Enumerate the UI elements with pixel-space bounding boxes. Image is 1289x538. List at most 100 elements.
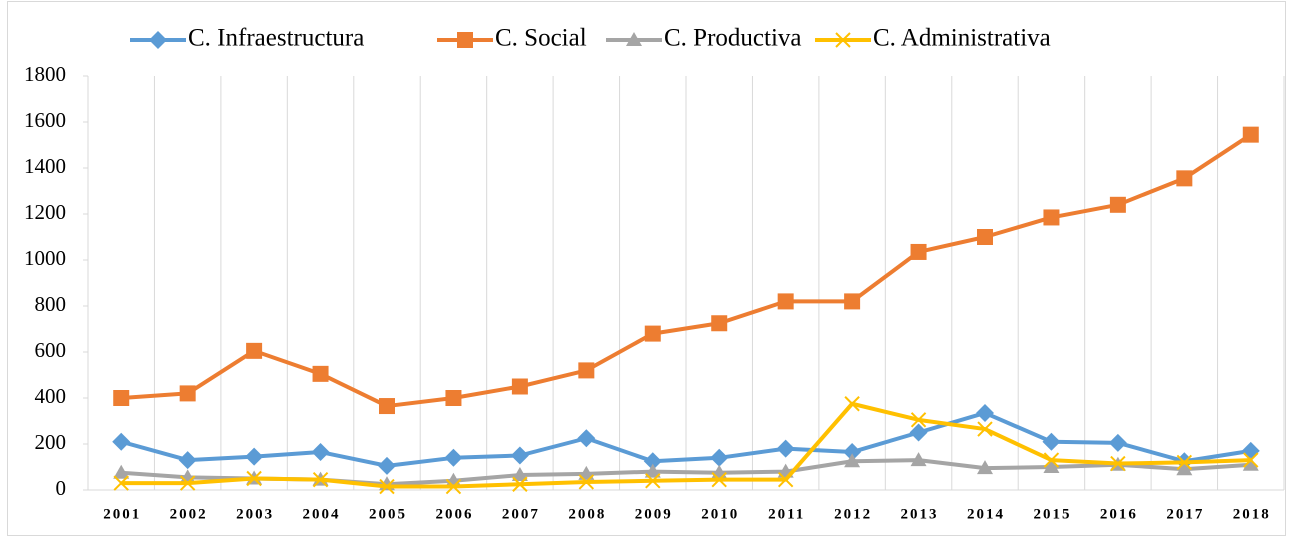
marker <box>976 403 994 422</box>
series-line <box>121 401 1251 489</box>
x-tick-label: 2008 <box>568 506 606 522</box>
y-tick-label: 200 <box>35 430 67 454</box>
y-tick-label: 600 <box>35 338 67 362</box>
x-tick-label: 2015 <box>1033 506 1071 522</box>
marker <box>577 429 596 448</box>
x-tick-label: 2004 <box>303 506 341 522</box>
marker <box>1042 432 1061 451</box>
marker <box>910 452 927 467</box>
legend-label: C. Social <box>495 25 587 52</box>
x-tick-label: 2012 <box>834 506 872 522</box>
marker <box>311 443 330 462</box>
y-tick-label: 1600 <box>24 108 66 132</box>
marker <box>312 471 329 488</box>
marker <box>977 460 993 475</box>
marker <box>379 478 395 495</box>
marker <box>1176 170 1193 187</box>
marker <box>511 378 528 395</box>
marker <box>645 473 661 489</box>
marker <box>1043 209 1060 226</box>
marker <box>578 362 595 379</box>
y-tick-label: 1800 <box>24 62 66 86</box>
x-tick-label: 2003 <box>236 506 274 522</box>
marker <box>1176 461 1193 476</box>
marker <box>844 396 860 412</box>
y-tick-label: 400 <box>35 384 67 408</box>
marker <box>149 31 167 49</box>
marker <box>835 32 851 48</box>
marker <box>1109 196 1126 213</box>
marker <box>977 229 993 245</box>
y-tick-label: 800 <box>35 292 67 316</box>
marker <box>1043 452 1060 468</box>
marker <box>1242 456 1259 471</box>
marker <box>112 432 131 451</box>
x-tick-label: 2001 <box>103 506 141 522</box>
x-tick-label: 2013 <box>901 506 939 522</box>
series-line <box>120 410 1252 468</box>
series <box>113 126 1259 415</box>
marker <box>977 421 993 437</box>
marker <box>113 464 130 479</box>
marker <box>710 448 729 467</box>
marker <box>1176 454 1193 471</box>
x-tick-label: 2006 <box>435 506 473 522</box>
x-tick-label: 2002 <box>170 506 208 522</box>
x-tick-label: 2018 <box>1233 506 1271 522</box>
y-tick-label: 0 <box>56 476 67 500</box>
marker <box>777 293 794 310</box>
marker <box>245 447 264 466</box>
legend-label: C. Administrativa <box>873 25 1051 52</box>
marker <box>445 390 462 406</box>
x-tick-label: 2007 <box>502 506 540 522</box>
marker <box>578 465 595 480</box>
marker <box>644 463 661 478</box>
y-tick-label: 1000 <box>24 246 66 270</box>
marker <box>626 32 642 46</box>
x-tick-label: 2011 <box>768 506 805 522</box>
marker <box>457 32 473 48</box>
y-tick-label: 1200 <box>24 200 66 224</box>
marker <box>179 475 196 491</box>
x-tick-label: 2009 <box>635 506 673 522</box>
marker <box>312 365 329 382</box>
marker <box>1043 459 1060 473</box>
marker <box>578 474 595 490</box>
legend-label: C. Productiva <box>664 25 802 52</box>
y-tick-label: 1400 <box>24 154 66 178</box>
marker <box>379 398 395 415</box>
series-line <box>121 132 1252 409</box>
marker <box>246 470 262 487</box>
marker <box>378 456 396 475</box>
marker <box>711 471 727 488</box>
x-tick-label: 2016 <box>1100 506 1138 522</box>
marker <box>1108 433 1127 452</box>
marker <box>909 423 928 442</box>
marker <box>179 385 196 402</box>
marker <box>910 412 927 428</box>
marker <box>643 452 662 471</box>
marker <box>444 448 463 467</box>
marker <box>844 293 861 310</box>
x-tick-label: 2017 <box>1166 506 1204 522</box>
chart-border <box>7 1 1286 536</box>
marker <box>113 475 129 491</box>
legend-label: C. Infraestructura <box>188 25 364 52</box>
marker <box>910 243 927 260</box>
marker <box>246 342 263 359</box>
marker <box>644 325 661 342</box>
series <box>113 396 1259 495</box>
marker <box>776 439 795 458</box>
x-tick-label: 2010 <box>701 506 739 522</box>
marker <box>711 315 728 332</box>
marker <box>178 451 197 470</box>
marker <box>1110 455 1126 472</box>
marker <box>843 443 862 462</box>
marker <box>113 390 130 406</box>
marker <box>844 453 861 468</box>
marker <box>510 446 529 465</box>
marker <box>511 467 528 482</box>
marker <box>512 476 528 492</box>
x-tick-label: 2005 <box>369 506 407 522</box>
